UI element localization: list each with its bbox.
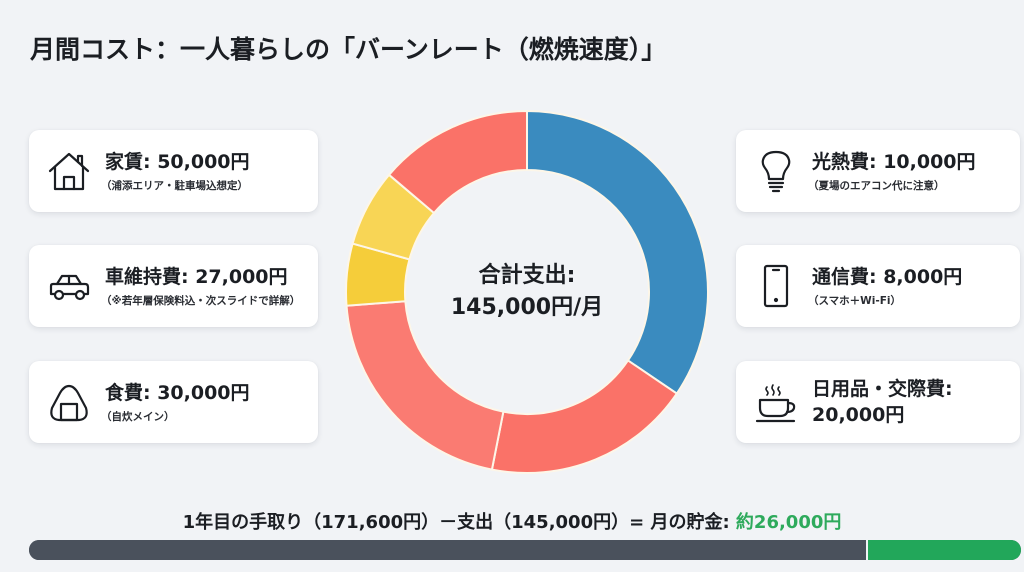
daily-label-line1: 日用品・交際費: bbox=[812, 378, 953, 400]
car-icon bbox=[47, 264, 91, 308]
rent-label: 家賃: 50,000円 bbox=[105, 150, 250, 173]
house-icon bbox=[47, 149, 91, 193]
segment-divider bbox=[866, 540, 869, 560]
card-food: 食費: 30,000円 （自炊メイン） bbox=[29, 361, 318, 443]
savings-formula: 1年目の手取り（171,600円）－支出（145,000円）= 月の貯金: 約2… bbox=[0, 508, 1024, 534]
car-label: 車維持費: 27,000円 bbox=[105, 265, 288, 288]
utilities-label: 光熱費: 10,000円 bbox=[812, 150, 976, 173]
card-utilities: 光熱費: 10,000円 （夏場のエアコン代に注意） bbox=[736, 130, 1020, 212]
monthly-saving-value: 約26,000円 bbox=[735, 512, 842, 533]
coffee-cup-icon bbox=[754, 380, 798, 424]
daily-label-line2: 20,000円 bbox=[812, 404, 905, 426]
utilities-note: （夏場のエアコン代に注意） bbox=[808, 179, 945, 192]
card-rent: 家賃: 50,000円 （浦添エリア・駐車場込想定） bbox=[29, 130, 318, 212]
donut-segment-2 bbox=[345, 300, 505, 471]
car-note: （※若年層保険料込・次スライドで詳解） bbox=[101, 294, 301, 307]
expense-donut-chart bbox=[345, 109, 709, 474]
income-split-bar bbox=[29, 540, 1021, 560]
rent-note: （浦添エリア・駐車場込想定） bbox=[101, 179, 248, 192]
donut-segment-0 bbox=[526, 109, 709, 395]
formula-text: 1年目の手取り（171,600円）－支出（145,000円）= 月の貯金: bbox=[182, 512, 736, 533]
donut-segment-1 bbox=[490, 359, 679, 474]
lightbulb-icon bbox=[754, 149, 798, 193]
telecom-note: （スマホ＋Wi-Fi） bbox=[808, 294, 901, 307]
food-note: （自炊メイン） bbox=[101, 410, 175, 423]
donut-segment-3 bbox=[387, 109, 528, 215]
smartphone-icon bbox=[754, 264, 798, 308]
saving-segment bbox=[868, 540, 1021, 560]
page-title: 月間コスト：一人暮らしの「バーンレート（燃焼速度）」 bbox=[30, 35, 667, 64]
card-telecom: 通信費: 8,000円 （スマホ＋Wi-Fi） bbox=[736, 245, 1020, 327]
card-daily: 日用品・交際費: 20,000円 bbox=[736, 361, 1020, 443]
onigiri-icon bbox=[47, 380, 91, 424]
telecom-label: 通信費: 8,000円 bbox=[812, 265, 963, 288]
expense-segment bbox=[29, 540, 867, 560]
card-car: 車維持費: 27,000円 （※若年層保険料込・次スライドで詳解） bbox=[29, 245, 318, 327]
food-label: 食費: 30,000円 bbox=[105, 381, 250, 404]
